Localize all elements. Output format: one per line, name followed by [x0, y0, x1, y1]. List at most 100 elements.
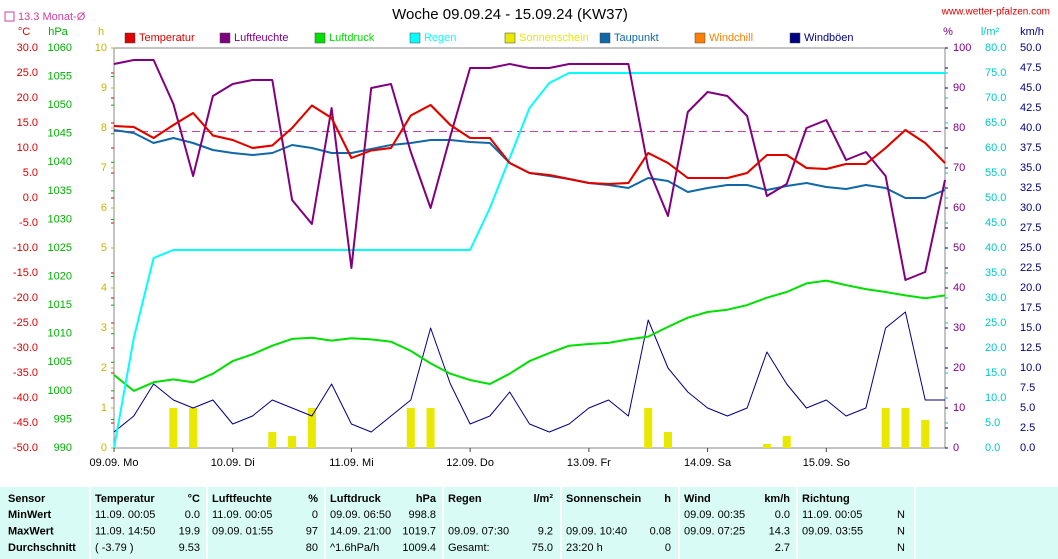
tick-label: 5.0: [985, 417, 1000, 429]
tick-label: 5: [101, 242, 107, 254]
tick-label: 50: [953, 242, 965, 254]
sunshine-bar: [307, 408, 316, 448]
chart-title: Woche 09.09.24 - 15.09.24 (KW37): [392, 6, 628, 23]
tick-label: 45.0: [1020, 82, 1041, 94]
tick-label: 5.0: [23, 167, 38, 179]
tick-label: 20.0: [17, 92, 38, 104]
tick-label: 20: [953, 362, 965, 374]
x-tick-label: 14.09. Sa: [684, 457, 732, 469]
table-row-label: MinWert: [8, 509, 52, 521]
tick-label: 10: [953, 402, 965, 414]
table-header-unit: %: [308, 493, 318, 505]
tick-label: 1000: [48, 385, 72, 397]
series-line: [113, 104, 946, 185]
tick-label: 7: [101, 162, 107, 174]
table-time: 09.09. 00:35: [684, 509, 745, 521]
tick-label: 60: [953, 202, 965, 214]
table-value: 75.0: [532, 542, 553, 554]
sunshine-bar: [169, 408, 178, 448]
table-row-label: MaxWert: [8, 525, 54, 537]
tick-label: 60.0: [985, 142, 1006, 154]
tick-label: 2: [101, 362, 107, 374]
tick-label: 1010: [48, 328, 72, 340]
sunshine-bar: [268, 432, 277, 448]
table-time: 09.09. 07:30: [448, 525, 509, 537]
tick-label: 80.0: [985, 42, 1006, 54]
tick-label: 55.0: [985, 167, 1006, 179]
tick-label: 3: [101, 322, 107, 334]
tick-label: 10.0: [17, 142, 38, 154]
sunshine-bar: [426, 408, 435, 448]
source: www.wetter-pfalzen.com: [941, 7, 1050, 18]
sunshine-bar: [921, 420, 930, 448]
table-header: Sensor: [8, 493, 46, 505]
tick-label: 1005: [48, 356, 72, 368]
tick-label: 1025: [48, 242, 72, 254]
sunshine-bar: [762, 444, 771, 448]
table-header: Richtung: [802, 493, 850, 505]
tick-label: 50.0: [985, 192, 1006, 204]
axis-unit: hPa: [48, 26, 68, 38]
tick-label: 0.0: [1020, 442, 1035, 454]
tick-label: 32.5: [1020, 182, 1041, 194]
legend-label: Luftfeuchte: [234, 32, 288, 44]
tick-label: 15.0: [1020, 322, 1041, 334]
table-value: N: [897, 509, 905, 521]
tick-label: 995: [54, 413, 72, 425]
legend-swatch: [409, 32, 421, 44]
tick-label: -35.0: [13, 367, 38, 379]
sunshine-bar: [288, 436, 297, 448]
tick-label: 30.0: [1020, 202, 1041, 214]
sunshine-bar: [644, 408, 653, 448]
tick-label: 70.0: [985, 92, 1006, 104]
tick-label: 35.0: [985, 267, 1006, 279]
table-time: 11.09. 00:05: [802, 509, 862, 521]
series-line: [113, 311, 945, 433]
tick-label: -30.0: [13, 342, 38, 354]
axis-unit: °C: [18, 26, 30, 38]
legend-label: Regen: [424, 32, 456, 44]
tick-label: -5.0: [19, 217, 38, 229]
legend-swatch: [789, 32, 801, 44]
tick-label: 35.0: [1020, 162, 1041, 174]
table-row-label: Durchschnitt: [8, 542, 76, 554]
table-value: 1009.4: [402, 542, 436, 554]
legend-label: Windböen: [804, 32, 854, 44]
legend-swatch: [504, 32, 516, 44]
table-header-unit: hPa: [416, 493, 437, 505]
table-background: [0, 487, 1058, 559]
legend-label: Taupunkt: [614, 32, 659, 44]
tick-label: -25.0: [13, 317, 38, 329]
table-value: N: [897, 525, 905, 537]
table-header-unit: °C: [188, 493, 200, 505]
sunshine-bar: [664, 432, 672, 448]
sunshine-bar: [901, 408, 910, 448]
tick-label: 22.5: [1020, 262, 1041, 274]
sunshine-bar: [881, 408, 890, 448]
tick-label: 6: [101, 202, 107, 214]
table-header-unit: h: [664, 493, 671, 505]
axis-unit: l/m²: [981, 26, 1000, 38]
table-time: 09.09. 10:40: [566, 525, 627, 537]
table-value: 0.0: [185, 509, 200, 521]
x-tick-label: 13.09. Fr: [567, 457, 611, 469]
tick-label: 10.0: [1020, 362, 1041, 374]
tick-label: 45.0: [985, 217, 1006, 229]
legend-swatch: [599, 32, 611, 44]
tick-label: 5.0: [1020, 402, 1035, 414]
tick-label: -10.0: [13, 242, 38, 254]
table-value: 14.3: [769, 525, 790, 537]
table-value: 0: [665, 542, 671, 554]
sunshine-bar: [782, 436, 791, 448]
legend-label: Windchill: [709, 32, 753, 44]
table-time: 09.09. 06:50: [330, 509, 391, 521]
legend-label: Sonnenschein: [519, 32, 589, 44]
sunshine-bar: [189, 408, 198, 448]
tick-label: 2.5: [1020, 422, 1035, 434]
table-header: Luftfeuchte: [212, 493, 272, 505]
table-header-unit: km/h: [764, 493, 790, 505]
table-value: 0.08: [650, 525, 671, 537]
table-header: Luftdruck: [330, 493, 382, 505]
tick-label: -45.0: [13, 417, 38, 429]
